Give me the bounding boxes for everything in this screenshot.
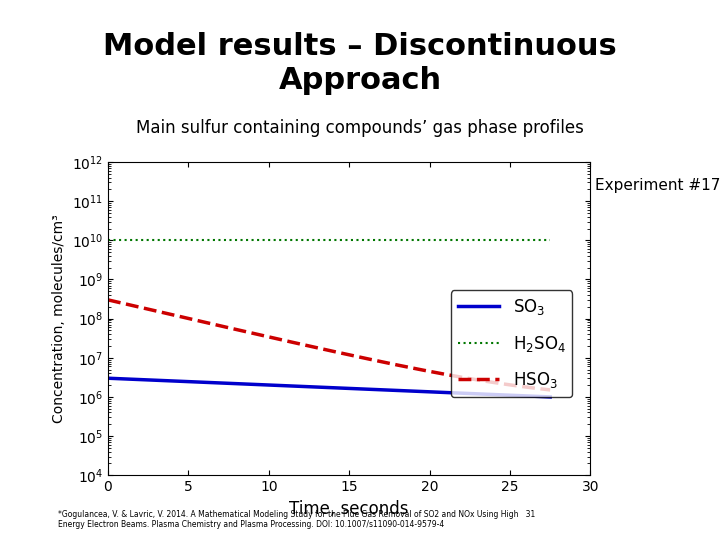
- Y-axis label: Concentration, molecules/cm³: Concentration, molecules/cm³: [52, 214, 66, 423]
- X-axis label: Time, seconds: Time, seconds: [289, 500, 409, 518]
- Legend: $\mathregular{SO_3}$, $\mathregular{H_2SO_4}$, $\mathregular{HSO_3}$: $\mathregular{SO_3}$, $\mathregular{H_2S…: [451, 291, 572, 397]
- Text: Main sulfur containing compounds’ gas phase profiles: Main sulfur containing compounds’ gas ph…: [136, 119, 584, 137]
- Text: Experiment #17: Experiment #17: [595, 178, 720, 193]
- Text: Model results – Discontinuous
Approach: Model results – Discontinuous Approach: [103, 32, 617, 95]
- Text: *Gogulancea, V. & Lavric, V. 2014. A Mathematical Modeling Study for the Flue Ga: *Gogulancea, V. & Lavric, V. 2014. A Mat…: [58, 510, 535, 529]
